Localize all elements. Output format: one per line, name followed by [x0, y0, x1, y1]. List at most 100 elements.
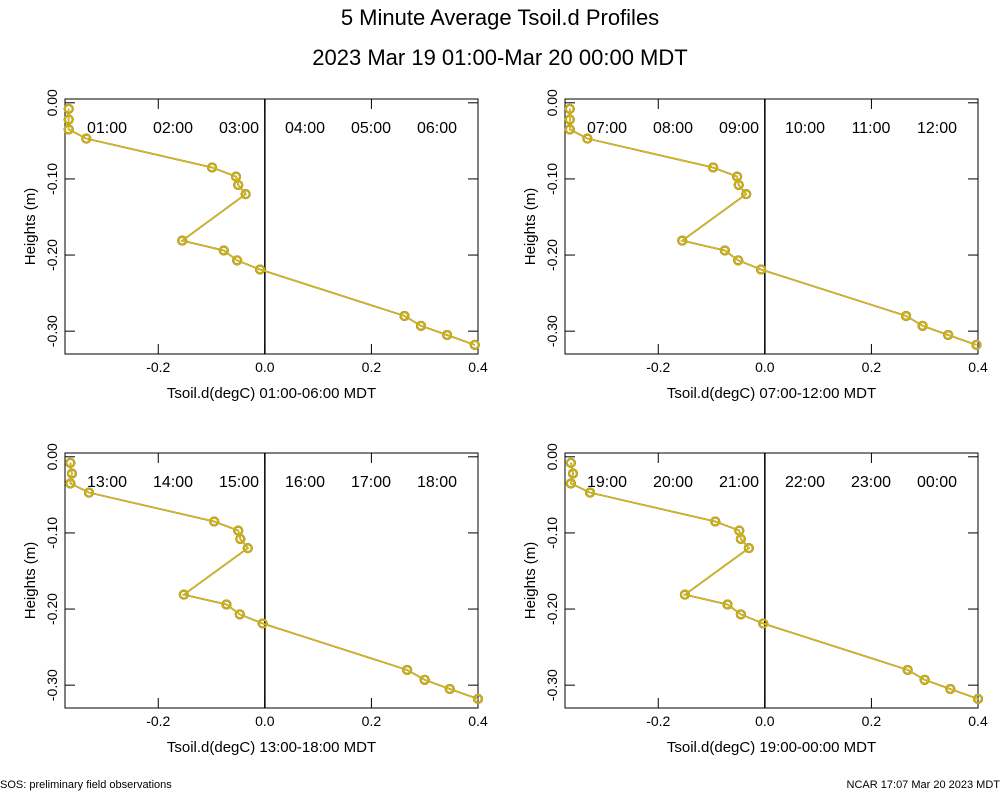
plot-frame [64, 98, 479, 355]
profile-line [569, 108, 977, 346]
profile-point [83, 487, 94, 498]
profile-line [569, 108, 977, 346]
profile-point [677, 235, 688, 246]
legend-label: 02:00 [153, 120, 193, 137]
legend-label: 06:00 [417, 120, 457, 137]
legend-label: 08:00 [653, 120, 693, 137]
x-tick-label: 0.0 [755, 359, 775, 375]
profile-point [233, 180, 244, 191]
legend-label: 18:00 [417, 474, 457, 491]
profile-point [444, 683, 455, 694]
x-tick-label: 0.4 [968, 359, 988, 375]
profile-line [570, 462, 979, 700]
x-tick-label: 0.2 [862, 713, 882, 729]
chart-subtitle: 2023 Mar 19 01:00-Mar 20 00:00 MDT [312, 45, 687, 70]
legend-label: 07:00 [587, 120, 627, 137]
profile-point [232, 255, 243, 266]
x-tick-label: 0.4 [968, 713, 988, 729]
legend-label: 16:00 [285, 474, 325, 491]
y-tick-label: -0.20 [44, 593, 60, 625]
profile-point [735, 609, 746, 620]
profile-point [218, 245, 229, 256]
profile-point [402, 664, 413, 675]
y-tick-label: -0.30 [544, 669, 560, 701]
profile-point [65, 457, 76, 468]
legend-label: 09:00 [719, 120, 759, 137]
profile-point [209, 516, 220, 527]
profile-point [178, 589, 189, 600]
profile-point [255, 264, 266, 275]
legend-label: 11:00 [852, 120, 891, 137]
legend-label: 20:00 [653, 474, 693, 491]
plot-frame [64, 452, 479, 709]
legend-label: 23:00 [851, 474, 891, 491]
profile-point [469, 339, 480, 350]
legend-label: 21:00 [719, 474, 759, 491]
x-axis-label: Tsoil.d(degC) 13:00-18:00 MDT [167, 739, 376, 756]
y-tick-label: -0.20 [44, 239, 60, 271]
profile-point [221, 599, 232, 610]
y-tick-label: -0.10 [44, 517, 60, 549]
x-tick-label: 0.0 [255, 359, 275, 375]
profile-point [63, 114, 74, 125]
profile-point [733, 255, 744, 266]
x-tick-label: -0.2 [646, 713, 670, 729]
profile-line [569, 108, 977, 346]
y-tick-label: 0.00 [44, 89, 60, 116]
x-tick-label: -0.2 [646, 359, 670, 375]
profile-point [442, 329, 453, 340]
profile-point [735, 534, 746, 545]
profile-line [569, 108, 977, 346]
profile-point [564, 124, 575, 135]
profile-point [722, 599, 733, 610]
legend-label: 12:00 [917, 120, 957, 137]
profile-line [569, 108, 977, 346]
x-tick-label: 0.2 [362, 713, 382, 729]
profile-line [67, 108, 476, 346]
profile-point [399, 310, 410, 321]
legend-label: 19:00 [587, 474, 627, 491]
y-axis-label: Heights (m) [522, 188, 539, 266]
profile-point [177, 235, 188, 246]
profile-point [419, 674, 430, 685]
chart-title: 5 Minute Average Tsoil.d Profiles [341, 5, 659, 30]
profile-point [565, 457, 576, 468]
profile-point [207, 162, 218, 173]
y-tick-label: -0.20 [544, 593, 560, 625]
profile-line [570, 462, 979, 700]
legend-label: 10:00 [785, 120, 825, 137]
profile-point [919, 674, 930, 685]
y-axis-label: Heights (m) [522, 542, 539, 620]
profile-line [570, 462, 979, 700]
legend-label: 22:00 [785, 474, 825, 491]
footer-left: SOS: preliminary field observations [0, 779, 172, 791]
profile-point [564, 114, 575, 125]
profile-line [67, 108, 476, 346]
y-tick-label: -0.30 [44, 669, 60, 701]
profile-line [69, 462, 479, 700]
profile-point [567, 468, 578, 479]
profile-point [415, 320, 426, 331]
plot-frame [564, 98, 979, 355]
profile-line [570, 462, 979, 700]
profile-point [710, 516, 721, 527]
profile-point [971, 339, 982, 350]
profile-point [565, 478, 576, 489]
y-tick-label: -0.10 [544, 163, 560, 195]
y-axis-label: Heights (m) [22, 542, 39, 620]
profile-point [945, 683, 956, 694]
x-tick-label: 0.0 [255, 713, 275, 729]
profile-line [67, 108, 476, 346]
profile-point [741, 189, 752, 200]
legend-label: 05:00 [351, 120, 391, 137]
y-tick-label: 0.00 [44, 443, 60, 470]
profile-point [943, 329, 954, 340]
profile-point [585, 487, 596, 498]
x-tick-label: 0.0 [755, 713, 775, 729]
profile-point [733, 180, 744, 191]
profile-line [69, 462, 479, 700]
legend-label: 15:00 [219, 474, 259, 491]
y-tick-label: -0.10 [544, 517, 560, 549]
legend-label: 04:00 [285, 120, 325, 137]
